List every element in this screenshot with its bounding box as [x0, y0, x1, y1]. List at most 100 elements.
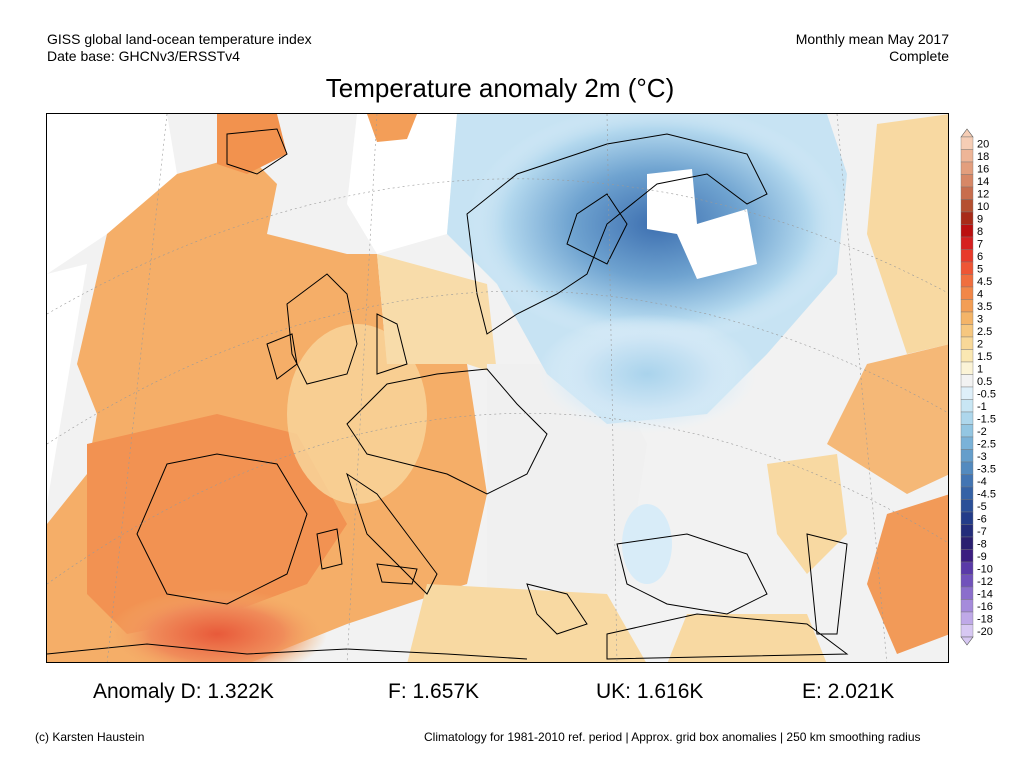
legend-label: -2.5	[977, 439, 996, 451]
legend-arrow-top	[960, 128, 974, 138]
legend-label: -0.5	[977, 389, 996, 401]
methodology-note: Climatology for 1981-2010 ref. period | …	[424, 730, 921, 744]
legend-label: -1	[977, 401, 987, 413]
legend-swatch	[960, 536, 974, 550]
legend-swatch	[960, 449, 974, 463]
legend-label: 6	[977, 251, 983, 263]
legend-label: -6	[977, 514, 987, 526]
legend-label: 9	[977, 214, 983, 226]
legend-label: 2	[977, 339, 983, 351]
legend-label: -14	[977, 589, 993, 601]
legend-swatch	[960, 174, 974, 188]
legend-swatch	[960, 474, 974, 488]
legend-label: -12	[977, 576, 993, 588]
legend-label: -10	[977, 564, 993, 576]
legend-swatch	[960, 299, 974, 313]
legend-label: 20	[977, 139, 989, 151]
legend-label: -4	[977, 476, 987, 488]
legend-label: 1	[977, 364, 983, 376]
legend-swatch	[960, 486, 974, 500]
legend-swatch	[960, 499, 974, 513]
missing-data-area	[647, 169, 757, 279]
header-left: GISS global land-ocean temperature index…	[47, 31, 312, 65]
legend-swatch	[960, 261, 974, 275]
legend-swatch	[960, 211, 974, 225]
coastlines	[47, 128, 849, 660]
stat-f: F: 1.657K	[388, 680, 480, 703]
legend-swatch	[960, 349, 974, 363]
legend-swatch	[960, 249, 974, 263]
legend-swatch	[960, 611, 974, 625]
legend-label: 2.5	[977, 326, 992, 338]
missing-data-area	[347, 114, 457, 254]
map-canvas	[47, 114, 948, 662]
legend-swatch	[960, 286, 974, 300]
color-legend: 201816141210987654.543.532.521.510.5-0.5…	[960, 128, 996, 646]
header-right: Monthly mean May 2017 Complete	[796, 31, 949, 65]
legend-label: -5	[977, 501, 987, 513]
legend-swatch	[960, 561, 974, 575]
legend-label: 3.5	[977, 301, 992, 313]
data-base: Date base: GHCNv3/ERSSTv4	[47, 48, 240, 64]
legend-swatch	[960, 599, 974, 613]
legend-swatch	[960, 624, 974, 638]
legend-label: -9	[977, 551, 987, 563]
legend-arrow-bottom	[960, 636, 974, 646]
legend-label: 7	[977, 239, 983, 251]
legend-swatch	[960, 549, 974, 563]
legend-swatch	[960, 511, 974, 525]
legend-swatch	[960, 136, 974, 150]
legend-swatch	[960, 311, 974, 325]
missing-data-area	[47, 264, 87, 504]
map-title: Temperature anomaly 2m (°C)	[325, 73, 675, 103]
legend-swatch	[960, 199, 974, 213]
period-label: Monthly mean May 2017	[795, 31, 949, 47]
legend-label: 4.5	[977, 276, 992, 288]
anomaly-map	[46, 113, 949, 663]
legend-label: -8	[977, 539, 987, 551]
index-name: GISS global land-ocean temperature index	[47, 31, 312, 47]
legend-swatch	[960, 411, 974, 425]
legend-label: -2	[977, 426, 987, 438]
legend-label: 10	[977, 201, 989, 213]
stat-uk: UK: 1.616K	[596, 680, 704, 703]
legend-swatch	[960, 586, 974, 600]
warm-anomaly-area	[867, 494, 948, 654]
warm-anomaly-area	[367, 114, 417, 142]
legend-label: 8	[977, 226, 983, 238]
legend-label: -3	[977, 451, 987, 463]
stat-e: E: 2.021K	[802, 680, 895, 703]
mild-warm-area	[767, 454, 847, 574]
legend-label: 14	[977, 176, 989, 188]
legend-label: -1.5	[977, 414, 996, 426]
completeness-label: Complete	[889, 48, 949, 64]
legend-label: 3	[977, 314, 983, 326]
legend-label: 1.5	[977, 351, 992, 363]
legend-swatch	[960, 236, 974, 250]
neutral-area	[487, 364, 647, 634]
mild-warm-area	[667, 614, 827, 662]
legend-swatch	[960, 161, 974, 175]
legend-swatch	[960, 361, 974, 375]
cold-anomaly-area	[622, 504, 672, 584]
legend-label: 4	[977, 289, 983, 301]
legend-label: 5	[977, 264, 983, 276]
warm-anomaly-area	[87, 414, 347, 634]
legend-label: -16	[977, 601, 993, 613]
legend-swatch	[960, 424, 974, 438]
legend-label: 12	[977, 189, 989, 201]
legend-swatch	[960, 461, 974, 475]
legend-label: -3.5	[977, 464, 996, 476]
legend-swatch	[960, 374, 974, 388]
graticule	[47, 114, 948, 662]
legend-label: 18	[977, 151, 989, 163]
legend-swatch	[960, 324, 974, 338]
legend-label: -4.5	[977, 489, 996, 501]
mild-warm-area	[867, 114, 948, 354]
mild-warm-area	[407, 584, 646, 662]
credit: (c) Karsten Haustein	[35, 730, 145, 744]
warm-anomaly-area	[217, 114, 287, 174]
legend-swatch	[960, 386, 974, 400]
legend-label: 0.5	[977, 376, 992, 388]
legend-swatch	[960, 224, 974, 238]
